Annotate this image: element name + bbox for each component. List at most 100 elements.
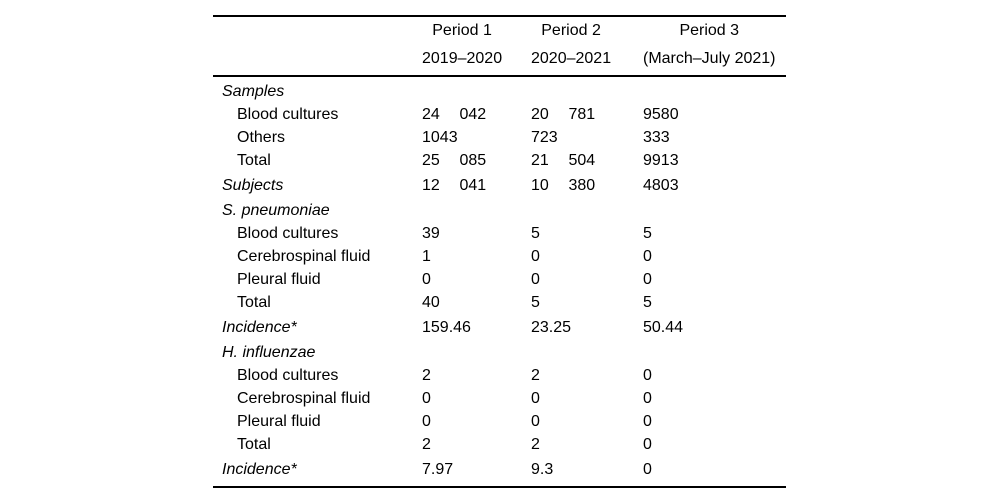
value-group-1: 10 — [531, 177, 549, 194]
header-period-1-range: 2019–2020 — [422, 50, 503, 67]
value-cell: 0 — [531, 413, 540, 430]
header-period-3-title: Period 3 — [679, 22, 740, 39]
table-row: Blood cultures 2 2 0 — [213, 364, 786, 387]
value-cell: 723 — [531, 129, 558, 146]
header-period-2-title: Period 2 — [541, 22, 601, 39]
row-label: Blood cultures — [237, 367, 339, 384]
table-row: H. influenzae — [213, 339, 786, 364]
value-cell: 0 — [531, 271, 540, 288]
value-cell: 9580 — [643, 106, 679, 123]
table-row: Blood cultures 39 5 5 — [213, 222, 786, 245]
value-cell: 9913 — [643, 152, 679, 169]
table-body: Samples Blood cultures 24 042 20 781 9580 Other… — [213, 77, 786, 486]
value-cell: 5 — [643, 225, 652, 242]
value-cell: 2 — [531, 367, 540, 384]
value-cell: 4803 — [643, 177, 679, 194]
value-cell: 7.97 — [422, 461, 454, 478]
table-row: Samples — [213, 77, 786, 103]
value-cell: 5 — [531, 225, 540, 242]
value-cell: 2 — [422, 436, 431, 453]
value-cell: 0 — [643, 367, 652, 384]
header-cell-period-2: Period 2 2020–2021 — [531, 17, 643, 73]
table-row: Incidence* 159.46 23.25 50.44 — [213, 314, 786, 339]
row-label: Blood cultures — [237, 106, 339, 123]
value-group-2: 085 — [459, 152, 487, 169]
value-cell: 0 — [422, 390, 431, 407]
value-cell: 0 — [531, 390, 540, 407]
value-cell: 0 — [643, 413, 652, 430]
row-label: Cerebrospinal fluid — [237, 248, 371, 265]
header-block-period-2: Period 2 2020–2021 — [531, 17, 611, 73]
value-cell: 25 085 — [422, 149, 531, 172]
value-cell: 0 — [531, 248, 540, 265]
value-group-2: 042 — [459, 106, 487, 123]
row-label: Blood cultures — [237, 225, 339, 242]
row-label: S. pneumoniae — [222, 202, 330, 219]
value-cell: 23.25 — [531, 319, 572, 336]
value-group-1: 25 — [422, 152, 440, 169]
row-label: Incidence* — [222, 461, 297, 478]
row-label: Samples — [222, 83, 285, 100]
header-block-period-3: Period 3 (March–July 2021) — [643, 17, 776, 73]
value-cell: 5 — [531, 294, 540, 311]
table-row: Cerebrospinal fluid 0 0 0 — [213, 387, 786, 410]
value-group-1: 24 — [422, 106, 440, 123]
value-cell: 0 — [422, 271, 431, 288]
value-group-2: 504 — [568, 152, 596, 169]
value-group-1: 21 — [531, 152, 549, 169]
value-cell: 0 — [643, 461, 652, 478]
value-group-2: 781 — [568, 106, 596, 123]
header-cell-period-3: Period 3 (March–July 2021) — [643, 17, 786, 73]
value-cell: 40 — [422, 294, 440, 311]
row-label: Pleural fluid — [237, 413, 321, 430]
header-cell-empty — [213, 17, 422, 73]
value-cell — [531, 199, 643, 222]
value-group-2: 380 — [568, 177, 596, 194]
value-cell: 0 — [643, 390, 652, 407]
value-cell — [643, 80, 786, 103]
header-block-period-1: Period 1 2019–2020 — [422, 17, 502, 73]
table-row: Total 25 085 21 504 9913 — [213, 149, 786, 172]
value-group-2: 041 — [459, 177, 487, 194]
value-cell: 1043 — [422, 129, 458, 146]
value-cell: 9.3 — [531, 461, 554, 478]
header-cell-period-1: Period 1 2019–2020 — [422, 17, 531, 73]
incidence-table: Period 1 2019–2020 Period 2 2020–2021 Pe… — [213, 15, 786, 488]
value-cell: 5 — [643, 294, 652, 311]
value-cell — [422, 341, 531, 364]
value-cell: 24 042 — [422, 103, 531, 126]
value-cell: 10 380 — [531, 174, 643, 197]
value-cell: 0 — [643, 271, 652, 288]
value-cell — [643, 341, 786, 364]
value-cell: 12 041 — [422, 174, 531, 197]
table-row: Subjects 12 041 10 380 4803 — [213, 172, 786, 197]
header-period-2-range: 2020–2021 — [531, 50, 612, 67]
row-label: Total — [237, 152, 271, 169]
row-label: Cerebrospinal fluid — [237, 390, 371, 407]
table-row: Others 1043 723 333 — [213, 126, 786, 149]
row-label: H. influenzae — [222, 344, 316, 361]
header-period-3-range: (March–July 2021) — [643, 50, 776, 67]
value-cell: 333 — [643, 129, 670, 146]
row-label: Subjects — [222, 177, 284, 194]
row-label: Others — [237, 129, 286, 146]
value-cell: 50.44 — [643, 319, 684, 336]
value-cell — [531, 80, 643, 103]
table-row: Pleural fluid 0 0 0 — [213, 268, 786, 291]
table-row: Total 2 2 0 — [213, 433, 786, 456]
table-row: Incidence* 7.97 9.3 0 — [213, 456, 786, 481]
value-cell: 0 — [643, 248, 652, 265]
value-cell — [422, 199, 531, 222]
table-header-row: Period 1 2019–2020 Period 2 2020–2021 Pe… — [213, 17, 786, 77]
value-cell: 2 — [531, 436, 540, 453]
row-label: Incidence* — [222, 319, 297, 336]
value-cell — [422, 80, 531, 103]
value-cell: 159.46 — [422, 319, 471, 336]
header-period-1-title: Period 1 — [432, 22, 492, 39]
table-row: Cerebrospinal fluid 1 0 0 — [213, 245, 786, 268]
row-label: Pleural fluid — [237, 271, 321, 288]
value-cell: 20 781 — [531, 103, 643, 126]
table-row: Total 40 5 5 — [213, 291, 786, 314]
value-cell: 0 — [422, 413, 431, 430]
